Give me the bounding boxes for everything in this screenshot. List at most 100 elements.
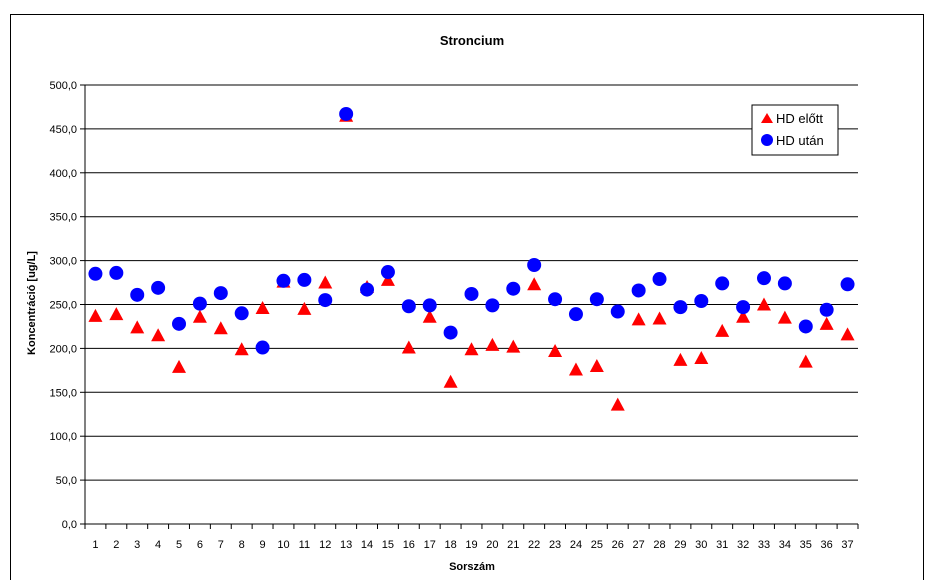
data-point-triangle — [652, 311, 667, 325]
data-point-circle — [715, 276, 730, 291]
y-tick-label: 300,0 — [49, 256, 77, 268]
data-point-triangle — [798, 354, 813, 368]
data-point-circle — [568, 307, 583, 322]
data-point-triangle — [380, 272, 395, 286]
x-tick-label: 7 — [218, 539, 224, 551]
data-point-circle — [422, 298, 437, 313]
data-point-circle — [172, 316, 187, 331]
data-point-triangle — [88, 308, 103, 322]
data-point-circle — [485, 298, 500, 313]
data-point-triangle — [255, 301, 270, 315]
y-tick-label: 200,0 — [49, 343, 77, 355]
x-tick-label: 12 — [319, 539, 331, 551]
data-point-circle — [109, 265, 124, 280]
y-tick-label: 350,0 — [49, 212, 77, 224]
x-tick-label: 31 — [716, 539, 728, 551]
data-point-circle — [360, 282, 375, 297]
data-point-circle — [464, 286, 479, 301]
y-tick-label: 100,0 — [49, 431, 77, 443]
y-tick-label: 150,0 — [49, 387, 77, 399]
x-tick-label: 10 — [277, 539, 289, 551]
data-point-triangle — [297, 301, 312, 315]
x-tick-label: 15 — [382, 539, 394, 551]
data-point-triangle — [151, 328, 166, 342]
data-point-triangle — [673, 352, 688, 366]
legend-marker-hd-elott — [761, 113, 773, 123]
data-point-circle — [192, 296, 207, 311]
legend: HD előtt HD után — [751, 104, 839, 156]
axes — [80, 84, 859, 529]
data-point-triangle — [568, 362, 583, 376]
y-tick-label: 50,0 — [56, 475, 77, 487]
data-point-triangle — [401, 340, 416, 354]
x-tick-label: 24 — [570, 539, 582, 551]
x-tick-label: 32 — [737, 539, 749, 551]
data-point-triangle — [318, 275, 333, 289]
data-point-circle — [840, 277, 855, 292]
data-point-triangle — [589, 358, 604, 372]
grid-lines — [85, 84, 858, 481]
x-tick-label: 4 — [155, 539, 161, 551]
data-point-triangle — [819, 316, 834, 330]
data-point-circle — [339, 106, 354, 121]
data-point-circle — [736, 300, 751, 315]
data-point-circle — [610, 304, 625, 319]
data-point-triangle — [715, 323, 730, 337]
x-tick-label: 19 — [465, 539, 477, 551]
x-tick-label: 18 — [444, 539, 456, 551]
data-point-triangle — [464, 342, 479, 356]
data-point-circle — [276, 273, 291, 288]
data-point-triangle — [234, 342, 249, 356]
x-tick-label: 14 — [361, 539, 373, 551]
data-point-triangle — [109, 307, 124, 321]
data-point-circle — [255, 340, 270, 355]
chart-title: Stroncium — [440, 33, 504, 48]
x-tick-label: 17 — [424, 539, 436, 551]
data-point-circle — [548, 292, 563, 307]
data-point-circle — [380, 265, 395, 280]
data-point-triangle — [694, 351, 709, 365]
data-point-triangle — [610, 397, 625, 411]
y-tick-label: 450,0 — [49, 124, 77, 136]
data-point-triangle — [130, 320, 145, 334]
x-tick-label: 2 — [113, 539, 119, 551]
data-point-circle — [130, 287, 145, 302]
x-tick-label: 34 — [779, 539, 791, 551]
x-tick-label: 16 — [403, 539, 415, 551]
data-point-triangle — [192, 309, 207, 323]
y-tick-label: 250,0 — [49, 300, 77, 312]
data-point-circle — [401, 299, 416, 314]
x-tick-label: 22 — [528, 539, 540, 551]
x-tick-label: 36 — [821, 539, 833, 551]
legend-label-hd-utan: HD után — [776, 133, 824, 148]
data-point-circle — [297, 272, 312, 287]
x-tick-label: 30 — [695, 539, 707, 551]
x-tick-label: 23 — [549, 539, 561, 551]
data-point-circle — [589, 292, 604, 307]
x-tick-label: 27 — [633, 539, 645, 551]
data-point-circle — [819, 302, 834, 317]
x-tick-labels: 1 2 3 4 5 6 7 8 9 10 11 12 13 14 15 16 17 18 19 20 21 22 23 24 2… — [92, 539, 853, 551]
data-point-circle — [234, 306, 249, 321]
x-tick-label: 35 — [800, 539, 812, 551]
x-tick-label: 25 — [591, 539, 603, 551]
x-tick-label: 13 — [340, 539, 352, 551]
data-point-circle — [506, 281, 521, 296]
data-point-triangle — [422, 309, 437, 323]
data-point-triangle — [443, 374, 458, 388]
data-point-circle — [527, 257, 542, 272]
data-point-triangle — [548, 344, 563, 358]
y-axis-title: Koncentráció [ug/L] — [26, 251, 38, 355]
y-tick-label: 400,0 — [49, 168, 77, 180]
data-point-triangle — [736, 309, 751, 323]
y-tick-label: 0,0 — [62, 519, 77, 531]
data-point-triangle — [840, 327, 855, 341]
series-hd-utan — [88, 106, 855, 355]
x-tick-label: 3 — [134, 539, 140, 551]
data-point-triangle — [213, 321, 228, 335]
data-point-circle — [318, 293, 333, 308]
x-tick-label: 26 — [612, 539, 624, 551]
data-point-circle — [694, 293, 709, 308]
x-tick-label: 5 — [176, 539, 182, 551]
x-tick-label: 11 — [299, 539, 310, 551]
